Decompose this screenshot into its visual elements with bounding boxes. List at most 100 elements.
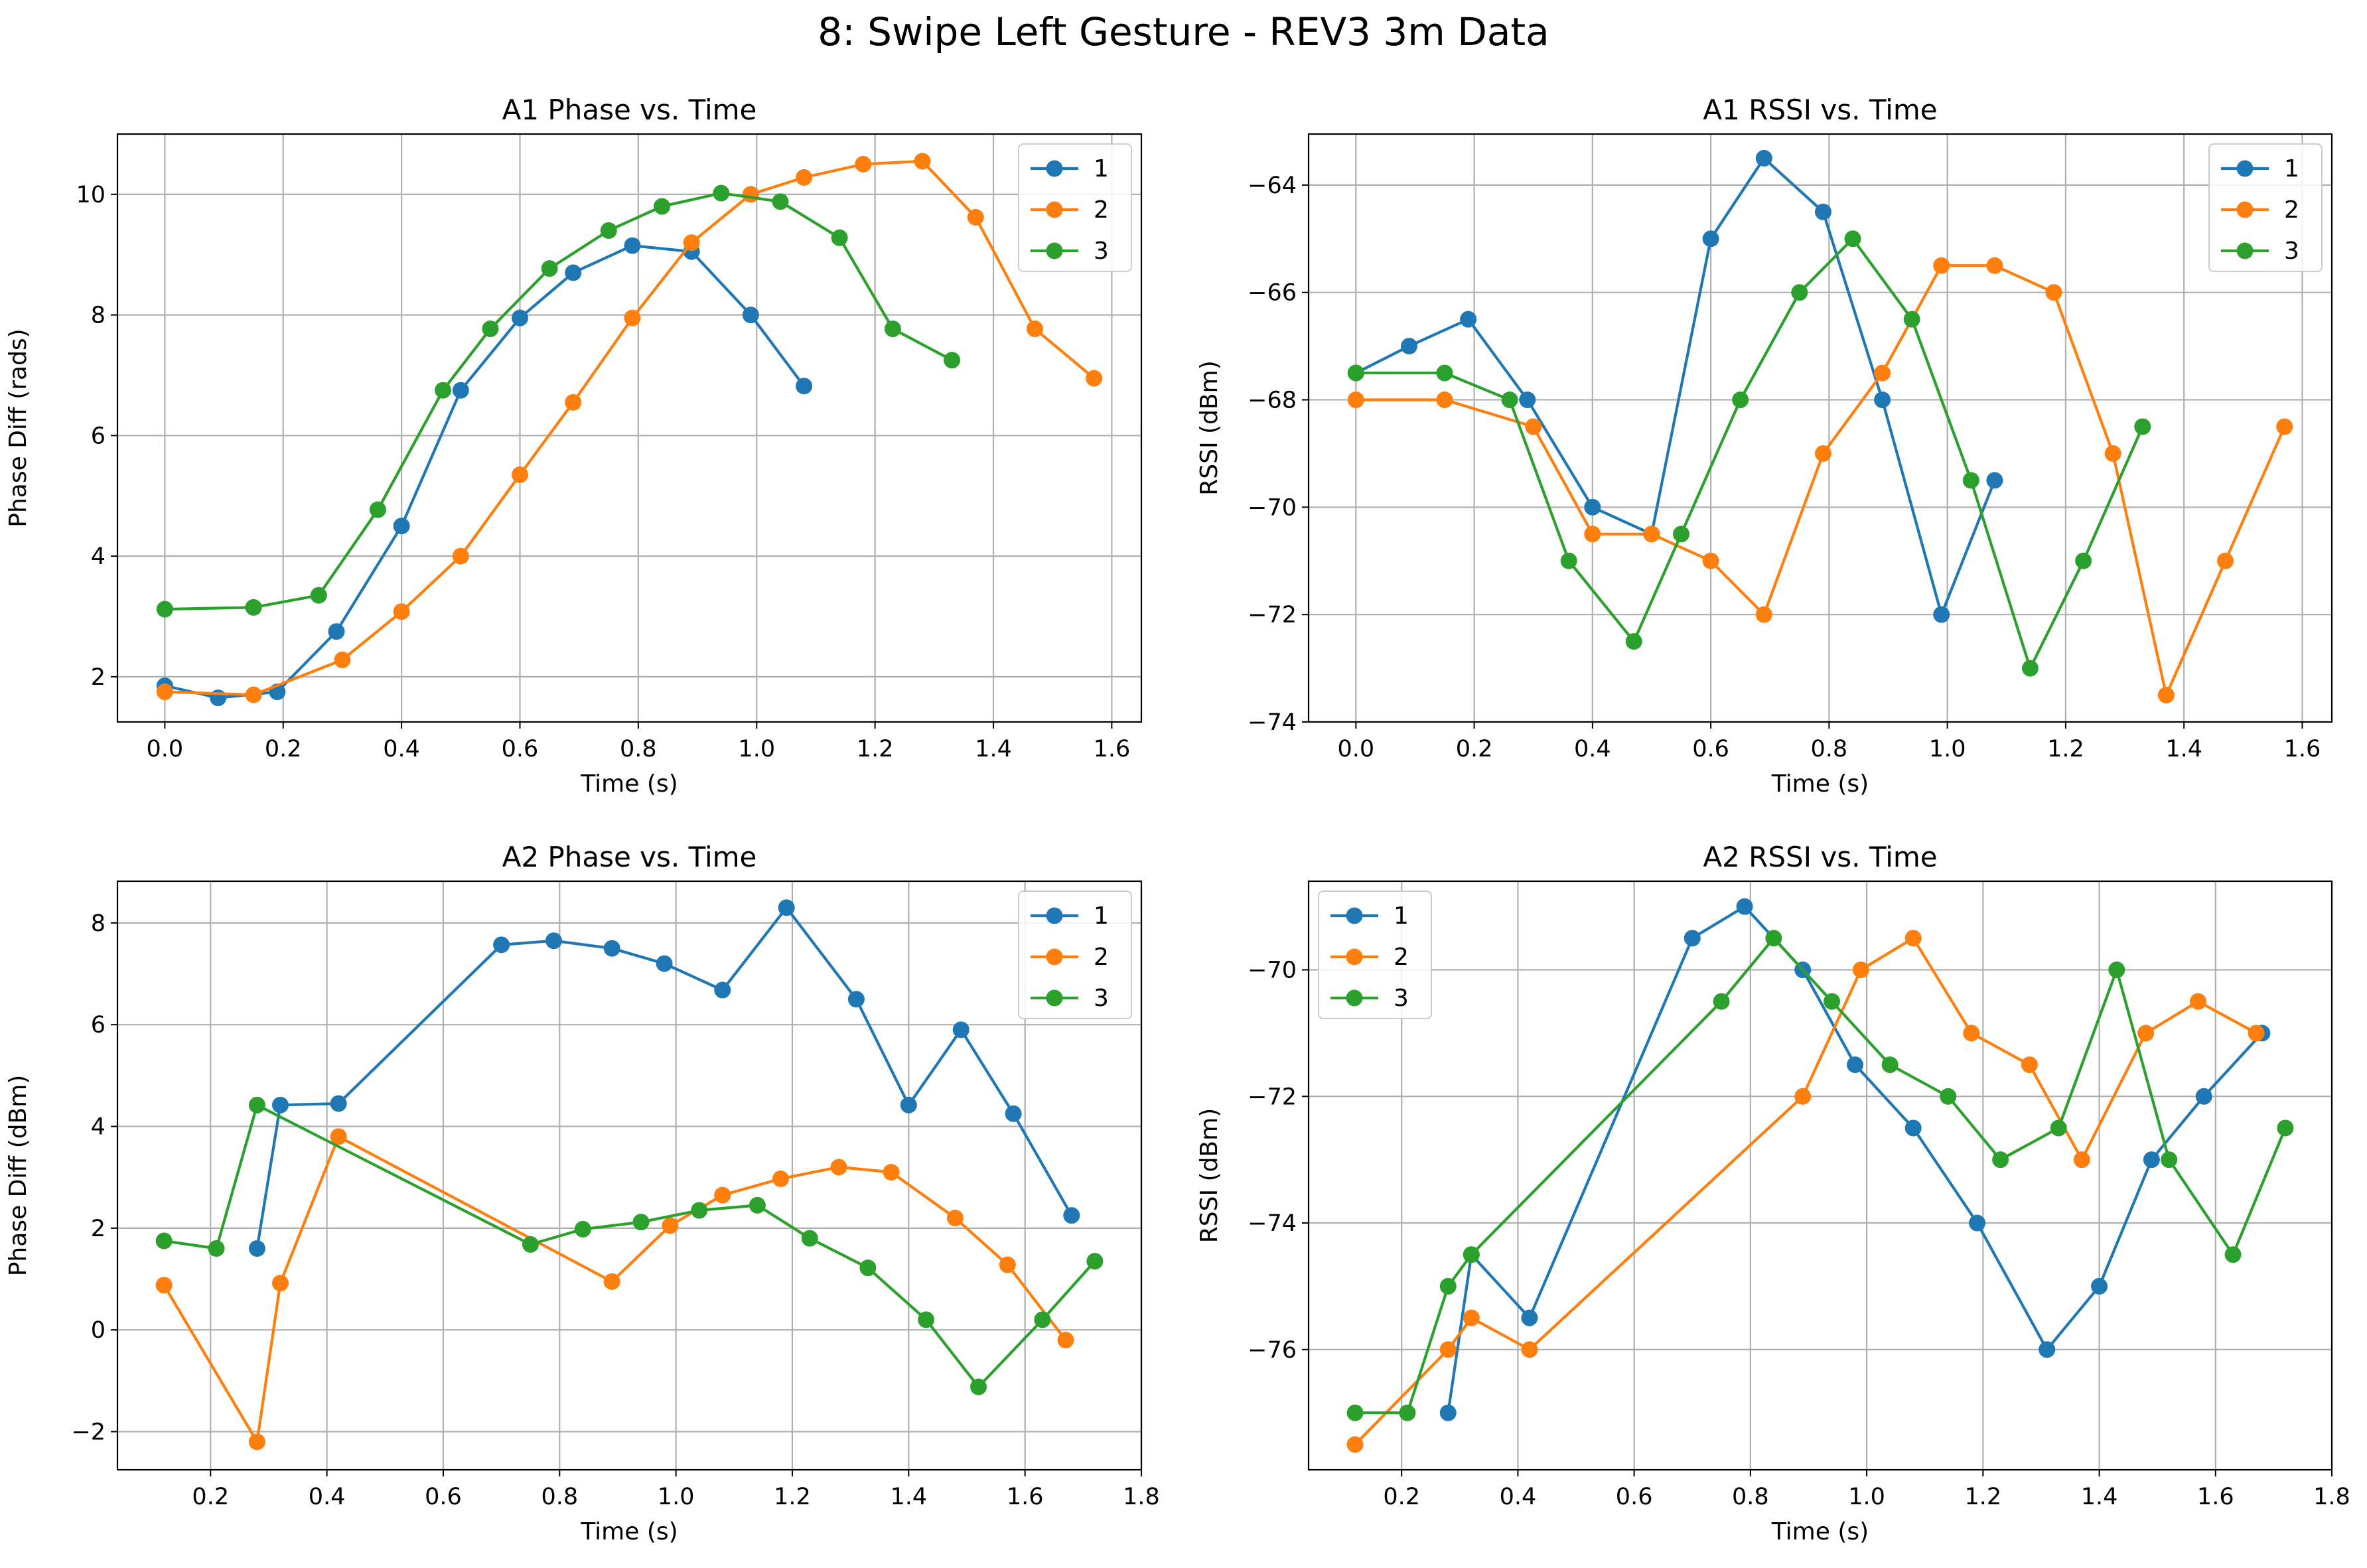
- legend-label: 1: [1394, 902, 1409, 930]
- series-line-1: [1355, 157, 1996, 616]
- data-point: [1940, 1088, 1957, 1105]
- data-point: [1684, 930, 1701, 947]
- x-tick-label: 1.4: [975, 736, 1012, 762]
- data-point: [855, 155, 872, 173]
- data-point: [1732, 392, 1749, 409]
- data-point: [1347, 392, 1364, 409]
- legend-marker: [1346, 907, 1363, 924]
- x-tick-label: 1.4: [2165, 736, 2202, 762]
- data-point: [2248, 1025, 2265, 1042]
- data-point: [967, 208, 984, 226]
- x-tick-label: 1.4: [2081, 1484, 2118, 1510]
- y-tick-label: −70: [1248, 494, 1297, 521]
- data-point: [1673, 526, 1690, 543]
- x-tick-label: 0.2: [1383, 1484, 1420, 1510]
- data-point: [1436, 364, 1453, 382]
- data-point: [2195, 1088, 2212, 1105]
- data-point: [369, 501, 386, 518]
- axes-frame: [116, 880, 1143, 1471]
- data-point: [2075, 552, 2092, 569]
- series-line-1: [1447, 905, 2263, 1413]
- data-point: [1439, 1277, 1457, 1295]
- data-point: [883, 1164, 900, 1181]
- data-point: [1560, 552, 1577, 569]
- x-tick-label: 0.4: [1500, 1484, 1537, 1510]
- y-tick-label: −70: [1248, 958, 1297, 984]
- x-tick-label: 1.0: [738, 736, 775, 762]
- data-point: [1794, 1088, 1812, 1105]
- x-tick-label: 0.8: [1811, 736, 1848, 762]
- x-tick-label: 1.2: [857, 736, 894, 762]
- axes-frame: [1307, 880, 2333, 1471]
- legend-label: 2: [1094, 944, 1109, 971]
- legend-label: 1: [1094, 155, 1109, 182]
- data-point: [452, 382, 469, 399]
- y-tick-label: −68: [1248, 388, 1297, 414]
- y-tick-label: 2: [91, 1216, 106, 1242]
- data-point: [2137, 1025, 2155, 1042]
- data-point: [245, 599, 262, 616]
- data-point: [493, 936, 510, 954]
- subplot-title: A1 RSSI vs. Time: [1703, 94, 1937, 126]
- data-point: [1903, 311, 1920, 328]
- subplot-title: A2 Phase vs. Time: [502, 841, 757, 873]
- legend-label: 3: [1094, 985, 1109, 1012]
- x-tick-label: 1.4: [890, 1484, 927, 1510]
- data-point: [328, 623, 345, 640]
- data-point: [1814, 203, 1831, 220]
- data-point: [393, 603, 410, 620]
- x-tick-label: 0.4: [383, 736, 420, 762]
- legend: 1 2 3: [2208, 143, 2323, 272]
- data-point: [952, 1021, 969, 1038]
- data-point: [1057, 1332, 1074, 1349]
- data-point: [248, 1240, 265, 1257]
- data-point: [2091, 1277, 2108, 1295]
- y-tick-label: 8: [91, 910, 106, 937]
- axes-frame: [1307, 133, 2333, 723]
- y-tick-label: −72: [1248, 602, 1297, 628]
- subplot-2: 0.0 0.2 0.4 0.6 0.8 1.0 1.2 1.4 1.6 −64 −66 −68 −70 −…: [1196, 94, 2333, 798]
- data-point: [1525, 418, 1542, 435]
- x-tick-label: 0.8: [1732, 1484, 1769, 1510]
- data-point: [565, 264, 582, 281]
- data-point: [1736, 898, 1753, 915]
- data-point: [1584, 498, 1601, 516]
- data-point: [801, 1230, 818, 1247]
- data-point: [830, 1159, 847, 1176]
- data-point: [1436, 392, 1453, 409]
- data-point: [714, 1186, 731, 1204]
- y-axis-label: Phase Diff (rads): [5, 328, 32, 527]
- legend-box: [1018, 891, 1132, 1019]
- data-point: [1992, 1151, 2009, 1169]
- y-tick-label: 0: [91, 1317, 106, 1344]
- legend-label: 3: [1394, 985, 1409, 1012]
- x-tick-label: 0.8: [620, 736, 657, 762]
- data-point: [1347, 364, 1364, 382]
- y-tick-label: −64: [1248, 173, 1297, 199]
- data-point: [1463, 1246, 1480, 1263]
- series-line-3: [163, 1104, 1096, 1389]
- data-point: [772, 193, 789, 210]
- legend-label: 1: [1094, 902, 1109, 930]
- data-point: [1765, 930, 1782, 947]
- data-point: [1346, 1404, 1364, 1421]
- data-point: [1933, 606, 1950, 623]
- data-point: [714, 981, 731, 999]
- data-point: [1844, 230, 1861, 248]
- x-axis-label: Time (s): [580, 770, 678, 798]
- legend-marker: [1046, 160, 1063, 177]
- data-point: [545, 932, 563, 950]
- legend-marker: [1046, 242, 1063, 259]
- data-point: [1986, 472, 2003, 489]
- legend-box: [1318, 891, 1432, 1019]
- data-point: [713, 184, 730, 202]
- y-tick-label: 2: [91, 664, 106, 691]
- series-line-1: [164, 244, 806, 699]
- legend-marker: [1046, 989, 1063, 1007]
- legend-marker: [1046, 948, 1063, 965]
- data-point: [248, 1096, 265, 1113]
- x-tick-label: 0.2: [192, 1484, 229, 1510]
- series-line-1: [255, 906, 1073, 1249]
- data-point: [1713, 993, 1730, 1010]
- data-point: [859, 1259, 877, 1277]
